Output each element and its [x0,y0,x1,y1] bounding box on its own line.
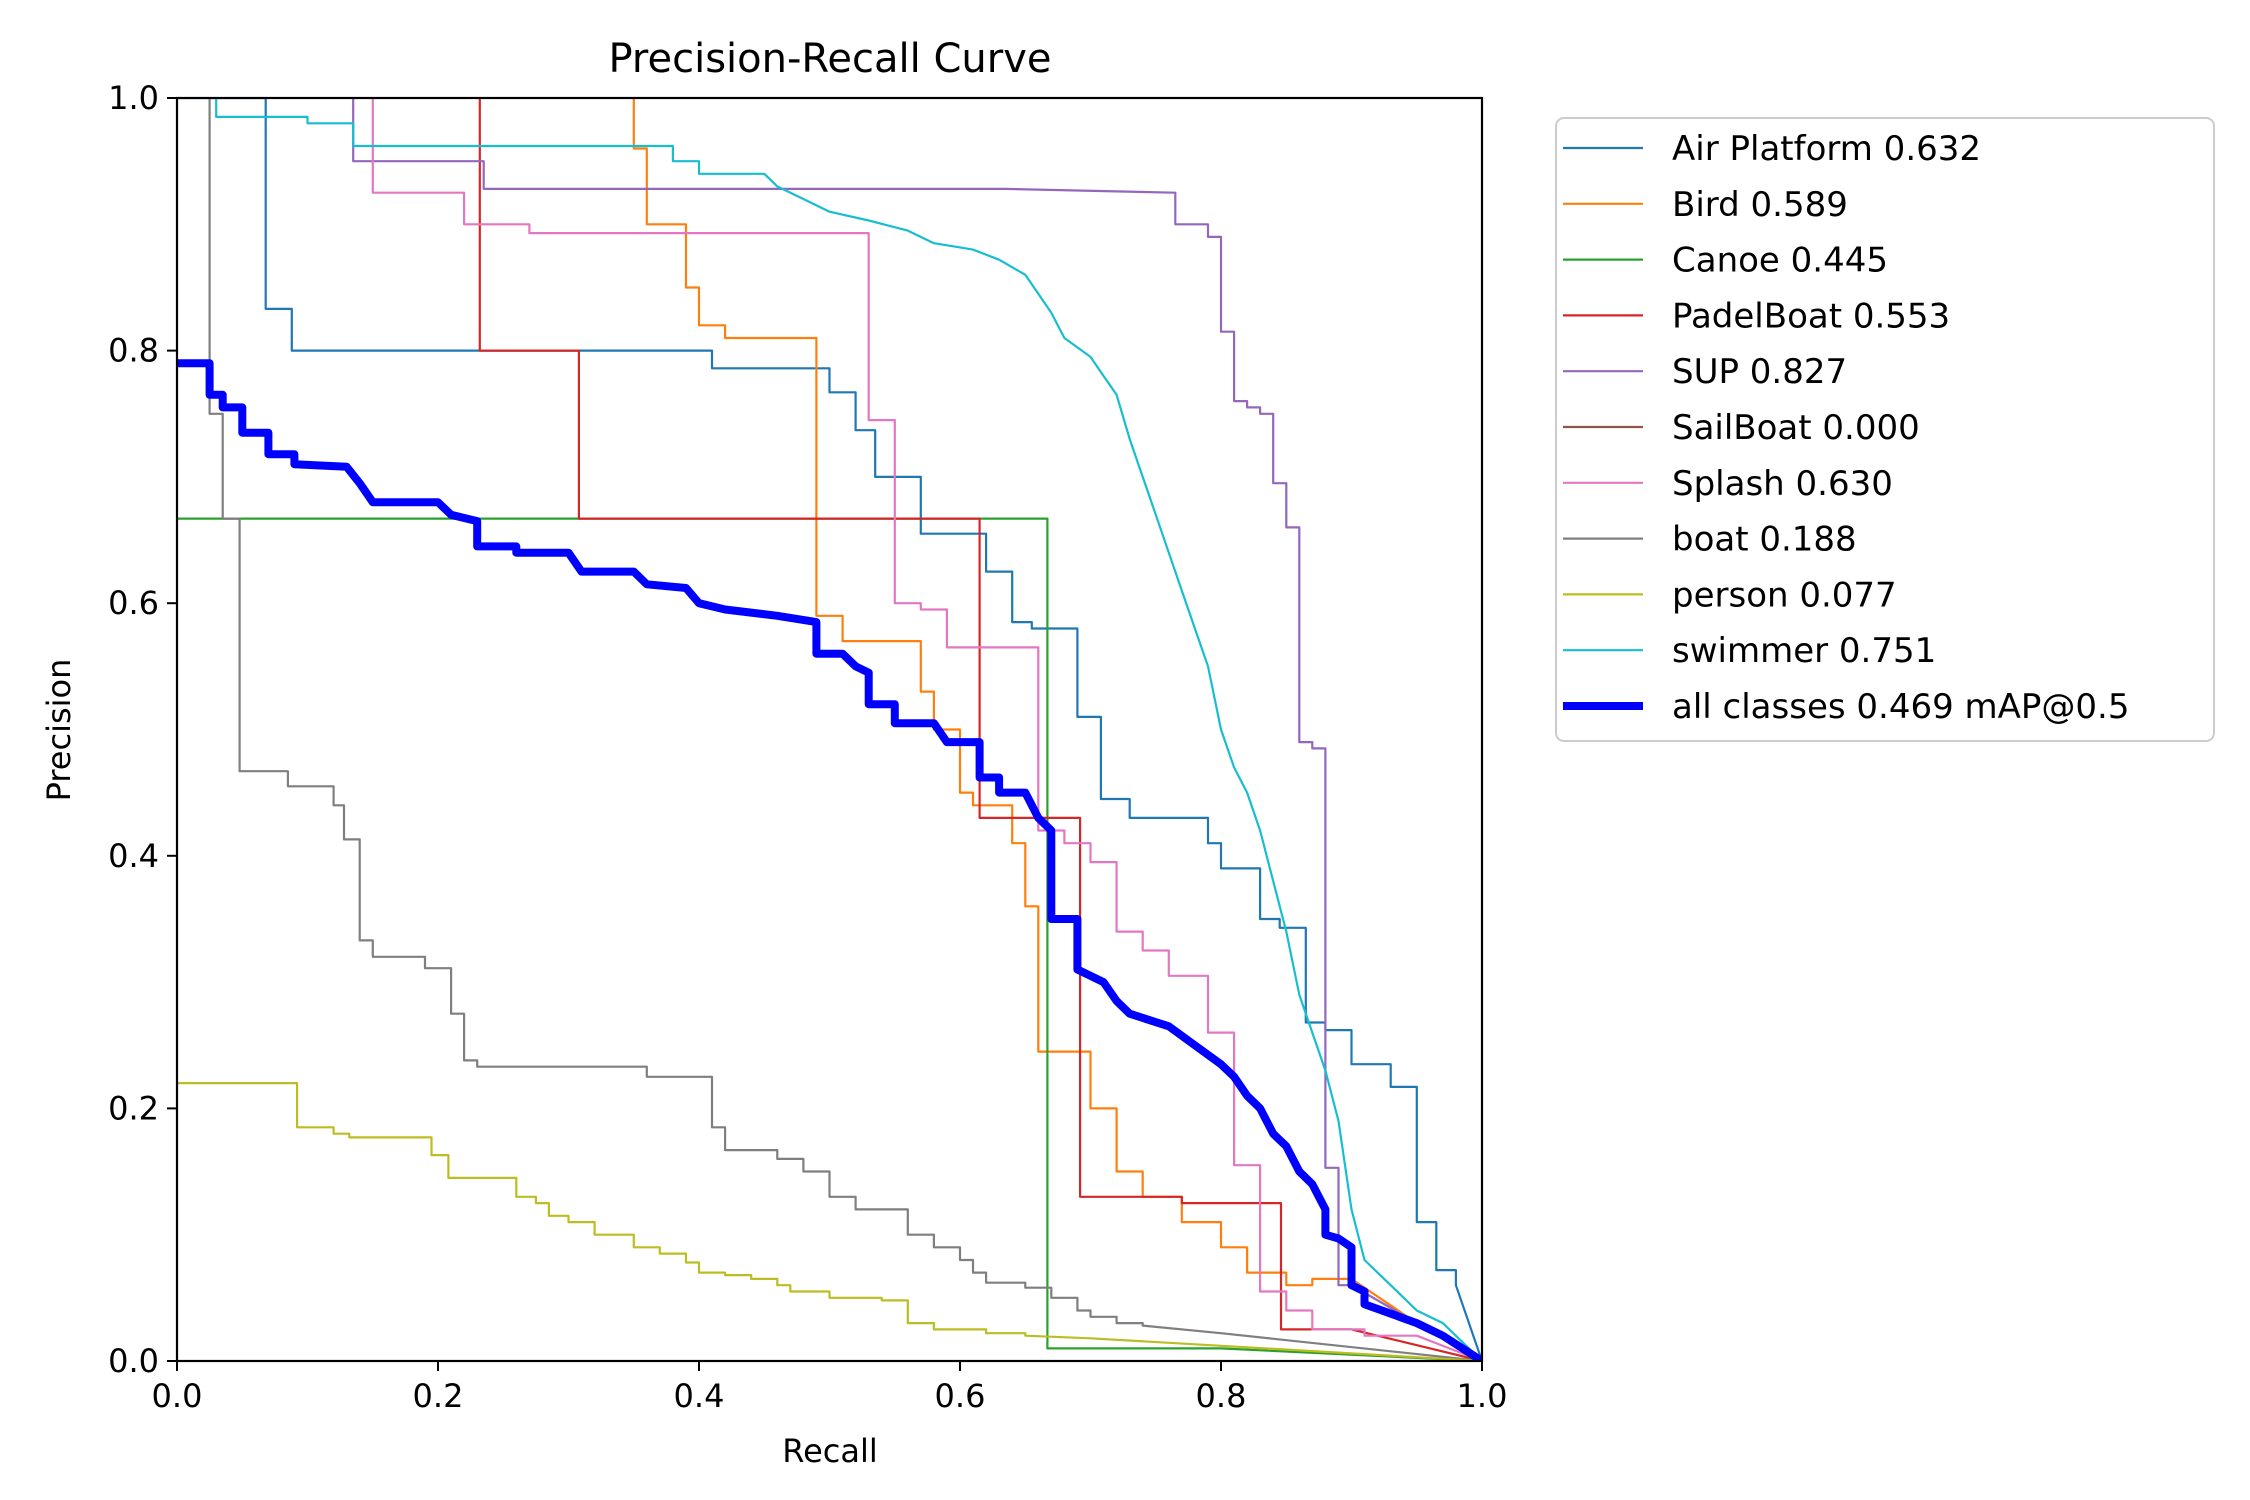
x-tick-label: 0.8 [1196,1377,1247,1415]
series-line-all-classes [177,359,1482,1361]
legend-frame [1555,117,2215,742]
x-tick-label: 0.0 [152,1377,203,1415]
plot-series [177,98,1482,1361]
legend-entry-label: boat 0.188 [1672,520,1857,560]
legend-entry-label: Air Platform 0.632 [1672,129,1981,169]
legend: Air Platform 0.632 Bird 0.589 Canoe 0.445 P… [1555,117,2215,742]
y-tick-label: 1.0 [108,79,159,117]
legend-entry-label: swimmer 0.751 [1672,631,1936,671]
y-axis-label: Precision [40,659,78,802]
x-tick-label: 0.6 [935,1377,986,1415]
legend-entry-label: SUP 0.827 [1672,352,1847,392]
legend-entry-label: SailBoat 0.000 [1672,408,1920,448]
series-line-boat-0-188 [208,98,1482,1361]
series-line-swimmer-0-751 [215,98,1482,1361]
series-line-splash-0-630 [371,98,1482,1361]
legend-entry-label: PadelBoat 0.553 [1672,296,1950,336]
y-tick-label: 0.8 [108,332,159,370]
chart-title: Precision-Recall Curve [609,36,1052,82]
legend-entry-label: Canoe 0.445 [1672,241,1888,281]
series-line-person-0-077 [177,1082,1482,1361]
x-tick-label: 0.2 [413,1377,464,1415]
x-axis-label: Recall [782,1432,877,1470]
legend-entry-label: Splash 0.630 [1672,464,1893,504]
axis-ticks: 0.0 0.2 0.4 0.6 0.8 1.0 0.0 0.2 0.4 0.6 0.8 1.0 [108,79,1507,1415]
y-tick-label: 0.0 [108,1342,159,1380]
x-tick-label: 1.0 [1457,1377,1508,1415]
y-tick-label: 0.2 [108,1089,159,1127]
legend-entry-label: person 0.077 [1672,575,1897,615]
y-tick-label: 0.4 [108,837,159,875]
legend-entry-label: Bird 0.589 [1672,185,1848,225]
series-line-sup-0-827 [352,98,1482,1361]
series-line-padelboat-0-553 [478,98,1482,1361]
legend-entry-label: all classes 0.469 mAP@0.5 [1672,687,2129,727]
series-line-air-platform [177,98,1482,1361]
y-tick-label: 0.6 [108,584,159,622]
x-tick-label: 0.4 [674,1377,725,1415]
series-line-bird-0-589 [632,98,1482,1361]
plot-frame [175,96,1484,1363]
